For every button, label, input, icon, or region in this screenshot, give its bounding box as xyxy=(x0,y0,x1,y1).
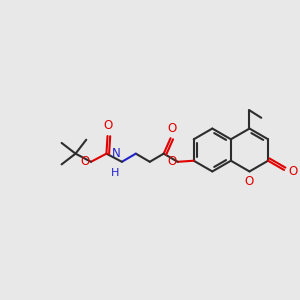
Text: O: O xyxy=(103,119,112,133)
Text: O: O xyxy=(167,155,176,168)
Text: O: O xyxy=(245,175,254,188)
Text: O: O xyxy=(167,122,177,135)
Text: N: N xyxy=(112,147,120,160)
Text: O: O xyxy=(80,155,89,168)
Text: H: H xyxy=(111,168,119,178)
Text: O: O xyxy=(289,165,298,178)
